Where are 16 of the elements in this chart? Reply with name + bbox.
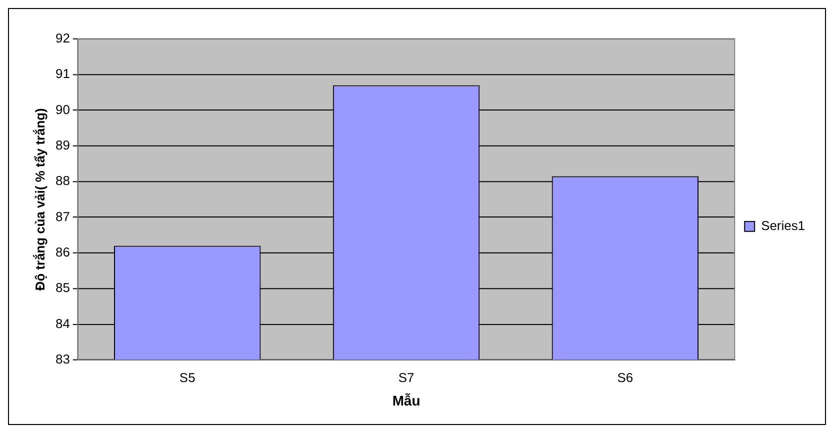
y-tick-label: 89 [56, 137, 70, 152]
x-tick-label: S5 [179, 370, 196, 386]
y-tick-label: 84 [56, 316, 70, 331]
legend-label: Series1 [761, 218, 806, 234]
y-tick-label: 87 [56, 208, 70, 224]
y-tick-label: 86 [56, 244, 70, 260]
x-tick-label: S6 [617, 370, 634, 386]
x-axis-title: Mẫu [392, 392, 420, 409]
y-tick-label: 90 [56, 102, 70, 117]
y-tick-label: 85 [56, 280, 70, 296]
y-tick-label: 92 [56, 30, 70, 46]
y-axis-title: Độ trắng của vải( % tẩy trắng) [32, 108, 48, 291]
y-tick-label: 91 [56, 66, 70, 82]
y-tick-label: 83 [56, 351, 70, 366]
x-tick-label: S7 [398, 370, 414, 386]
y-tick-label: 88 [56, 173, 70, 188]
